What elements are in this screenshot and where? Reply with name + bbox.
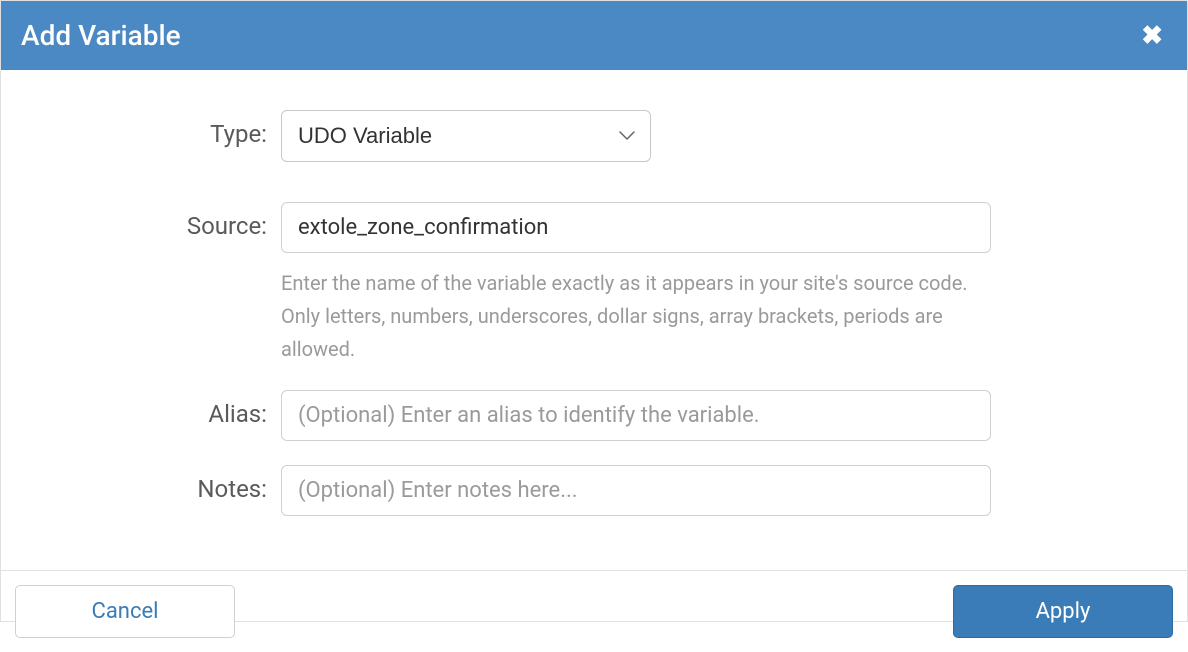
type-label: Type:: [21, 110, 281, 148]
modal-body: Type: UDO Variable Source: Enter the nam…: [1, 70, 1187, 570]
type-row: Type: UDO Variable: [1, 110, 1187, 162]
source-control-wrap: Enter the name of the variable exactly a…: [281, 202, 991, 366]
alias-row: Alias:: [1, 390, 1187, 441]
add-variable-modal: Add Variable ✖ Type: UDO Variable Source…: [0, 0, 1188, 622]
source-input[interactable]: [281, 202, 991, 253]
notes-control-wrap: [281, 465, 991, 516]
source-help-text: Enter the name of the variable exactly a…: [281, 267, 991, 366]
modal-footer: Cancel Apply: [1, 570, 1187, 652]
type-select-wrap: UDO Variable: [281, 110, 651, 162]
cancel-button[interactable]: Cancel: [15, 585, 235, 638]
notes-row: Notes:: [1, 465, 1187, 516]
close-icon: ✖: [1141, 20, 1163, 50]
modal-title: Add Variable: [21, 19, 181, 52]
type-select[interactable]: UDO Variable: [281, 110, 651, 162]
apply-button[interactable]: Apply: [953, 585, 1173, 638]
alias-label: Alias:: [21, 390, 281, 428]
modal-header: Add Variable ✖: [1, 1, 1187, 70]
alias-control-wrap: [281, 390, 991, 441]
alias-input[interactable]: [281, 390, 991, 441]
source-row: Source: Enter the name of the variable e…: [1, 202, 1187, 366]
notes-input[interactable]: [281, 465, 991, 516]
close-button[interactable]: ✖: [1137, 20, 1167, 51]
source-label: Source:: [21, 202, 281, 240]
type-control-wrap: UDO Variable: [281, 110, 991, 162]
notes-label: Notes:: [21, 465, 281, 503]
